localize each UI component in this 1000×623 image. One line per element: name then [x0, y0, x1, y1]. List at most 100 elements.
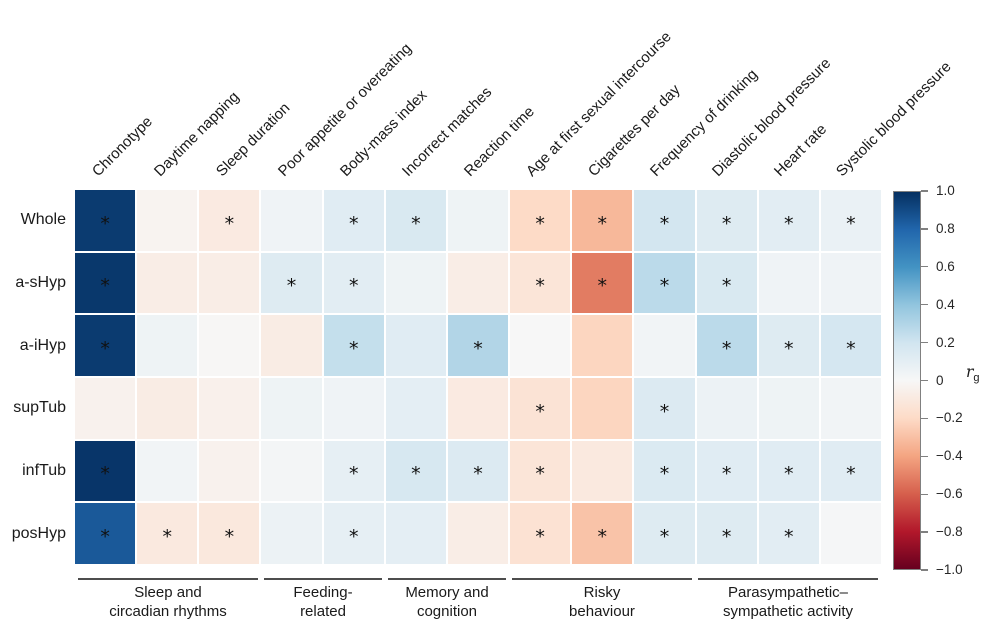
- heatmap-cell: *: [696, 503, 757, 564]
- column-group-label-line2: sympathetic activity: [722, 603, 854, 620]
- colorbar-tick-mark: [921, 455, 928, 457]
- colorbar-tick-label: 0.8: [936, 220, 955, 236]
- significance-asterisk: *: [224, 526, 235, 549]
- significance-asterisk: *: [348, 463, 359, 486]
- heatmap-cell: *: [510, 440, 571, 502]
- column-label: Heart rate: [770, 120, 831, 180]
- column-group-label-line1: Memory and: [405, 584, 489, 601]
- significance-asterisk: *: [784, 526, 794, 549]
- colorbar-tick-mark: [921, 493, 928, 495]
- heatmap-cell: *: [696, 440, 757, 502]
- significance-asterisk: *: [100, 275, 110, 298]
- heatmap-cell: *: [385, 190, 446, 251]
- significance-asterisk: *: [224, 212, 235, 235]
- colorbar-tick-label: −1.0: [936, 562, 963, 577]
- significance-asterisk: *: [597, 275, 608, 298]
- heatmap-cell: *: [758, 440, 819, 502]
- column-group-label: Risky behaviour: [472, 583, 732, 621]
- heatmap-cell: [385, 252, 446, 314]
- significance-asterisk: *: [659, 275, 670, 298]
- row-label: a-sHyp: [15, 274, 66, 291]
- significance-asterisk: *: [721, 212, 732, 235]
- heatmap-cell: [447, 378, 509, 439]
- significance-asterisk: *: [597, 212, 608, 235]
- significance-asterisk: *: [100, 526, 110, 549]
- column-group-label: Sleep and circadian rhythms: [38, 583, 298, 621]
- heatmap-cell: *: [199, 190, 260, 251]
- column-group-line: [78, 578, 258, 580]
- colorbar-tick-label: 0: [936, 372, 944, 388]
- heatmap-cell: *: [696, 315, 757, 376]
- column-group-label-line1: Parasympathetic–: [727, 584, 849, 601]
- heatmap-cell: [199, 315, 260, 376]
- significance-asterisk: *: [846, 338, 856, 361]
- heatmap-cell: *: [820, 315, 881, 376]
- heatmap-cell: *: [75, 440, 136, 502]
- heatmap-cell: *: [510, 190, 571, 251]
- column-group-line: [512, 578, 692, 580]
- heatmap-cell: [820, 378, 881, 439]
- significance-asterisk: *: [784, 212, 794, 235]
- significance-asterisk: *: [348, 212, 359, 235]
- heatmap-cell: *: [199, 503, 260, 564]
- heatmap-cell: *: [447, 440, 509, 502]
- column-label: Chronotype: [88, 113, 156, 180]
- colorbar-tick-mark: [921, 569, 928, 571]
- heatmap-cell: *: [634, 190, 695, 251]
- heatmap-cell: [385, 315, 446, 376]
- significance-asterisk: *: [473, 463, 483, 486]
- significance-asterisk: *: [348, 275, 359, 298]
- heatmap-cell: *: [634, 252, 695, 314]
- heatmap-cell: *: [75, 503, 136, 564]
- heatmap-cell: *: [323, 440, 384, 502]
- heatmap-cell: [758, 378, 819, 439]
- heatmap-cell: *: [696, 190, 757, 251]
- column-label: Diastolic blood pressure: [708, 54, 835, 180]
- colorbar-tick-mark: [921, 190, 928, 192]
- column-group-line: [264, 578, 382, 580]
- column-group-label: Memory and cognition: [317, 583, 577, 621]
- significance-asterisk: *: [721, 275, 732, 298]
- heatmap-cell: *: [820, 190, 881, 251]
- column-label: Systolic blood pressure: [832, 58, 955, 181]
- heatmap-cell: [261, 440, 322, 502]
- heatmap-cell: *: [323, 190, 384, 251]
- heatmap-cell: [696, 378, 757, 439]
- colorbar-tick-mark: [921, 379, 928, 382]
- heatmap-cell: *: [510, 503, 571, 564]
- colorbar-label-symbol: r: [966, 363, 974, 381]
- heatmap-cell: *: [758, 503, 819, 564]
- significance-asterisk: *: [659, 463, 670, 486]
- heatmap-cell: [385, 378, 446, 439]
- significance-asterisk: *: [535, 463, 545, 486]
- significance-asterisk: *: [535, 526, 545, 549]
- significance-asterisk: *: [659, 212, 670, 235]
- significance-asterisk: *: [100, 212, 110, 235]
- heatmap-cell: *: [510, 252, 571, 314]
- column-group-line: [698, 578, 878, 580]
- colorbar-label: rg: [966, 363, 980, 384]
- significance-asterisk: *: [784, 463, 794, 486]
- colorbar-tick-mark: [921, 341, 928, 344]
- heatmap-cell: *: [572, 252, 633, 314]
- column-group-label-line2: behaviour: [569, 603, 635, 620]
- colorbar-tick-mark: [921, 228, 928, 230]
- heatmap-cell: [572, 315, 633, 376]
- heatmap-cell: *: [261, 252, 322, 314]
- heatmap-cell: [137, 315, 198, 376]
- colorbar-tick-label: −0.2: [936, 410, 963, 426]
- colorbar-tick-label: 0.4: [936, 296, 955, 312]
- row-label: infTub: [22, 462, 66, 479]
- heatmap-cell: [199, 252, 260, 314]
- colorbar-tick-label: 1.0: [936, 183, 955, 198]
- heatmap-cell: [572, 440, 633, 502]
- significance-asterisk: *: [411, 463, 421, 486]
- heatmap-cell: [261, 190, 322, 251]
- row-label: a-iHyp: [19, 336, 66, 354]
- column-label: Frequency of drinking: [646, 65, 762, 180]
- significance-asterisk: *: [286, 275, 297, 298]
- column-group-label-line2: circadian rhythms: [109, 603, 227, 620]
- heatmap-cell: *: [510, 378, 571, 439]
- column-group-label-line1: Feeding-: [293, 584, 353, 601]
